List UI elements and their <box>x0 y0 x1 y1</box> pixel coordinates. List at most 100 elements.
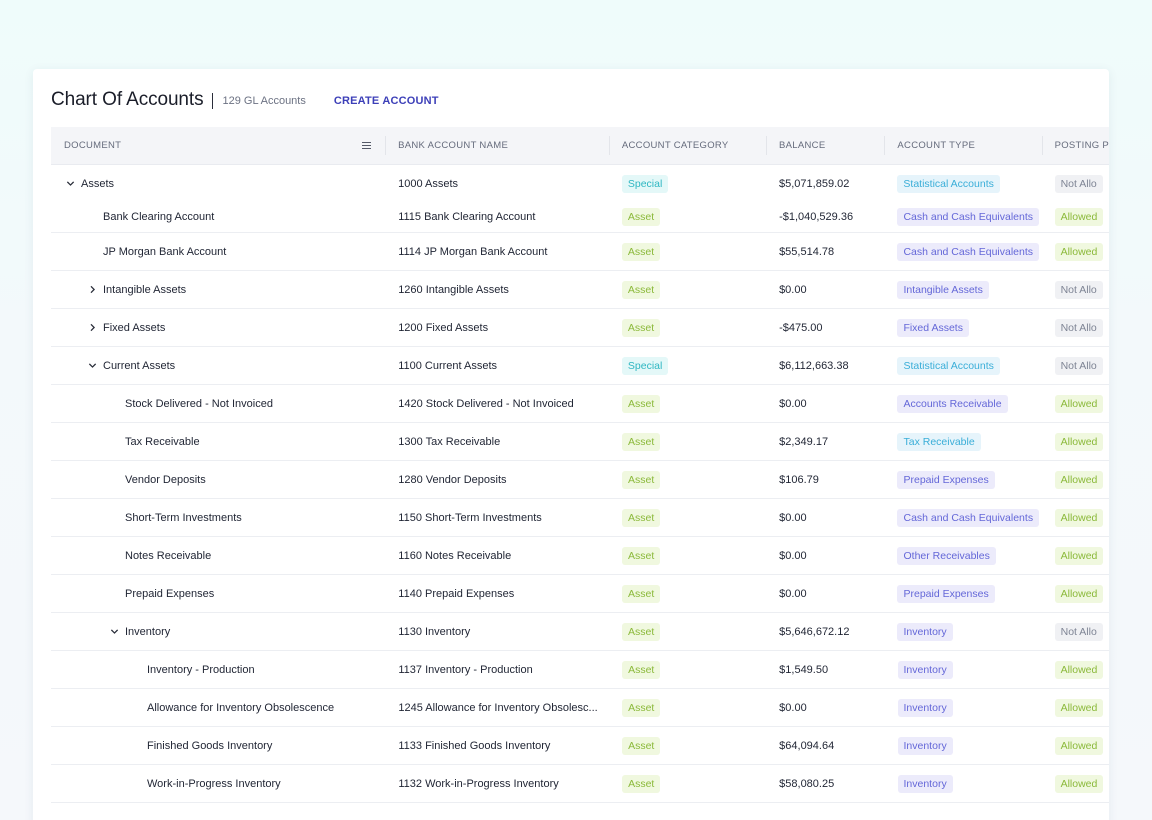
document-name: Intangible Assets <box>103 283 187 296</box>
column-header-posting[interactable]: POSTING P <box>1041 127 1109 164</box>
column-header-bank-account-name[interactable]: BANK ACCOUNT NAME <box>385 127 609 164</box>
cell-posting: Allowed <box>1042 461 1109 498</box>
balance-value: $5,646,672.12 <box>779 625 850 638</box>
cell-posting: Not Allo <box>1042 165 1109 202</box>
account-type-badge: Inventory <box>897 736 953 755</box>
account-type-badge: Statistical Accounts <box>897 356 1000 375</box>
document-name: Inventory - Production <box>147 663 255 676</box>
chevron-down-icon[interactable] <box>103 627 125 636</box>
card-header: Chart Of Accounts 129 GL Accounts CREATE… <box>51 69 1109 131</box>
cell-posting: Not Allo <box>1042 271 1109 308</box>
table-row[interactable]: Notes Receivable 1160 Notes Receivable Ass… <box>51 537 1109 575</box>
category-badge: Special <box>621 356 669 375</box>
document-name: Current Assets <box>103 359 176 372</box>
table-row[interactable]: Current Assets 1100 Current Assets Special… <box>51 347 1109 385</box>
cell-account-category: Asset <box>609 575 766 612</box>
account-type-badge: Cash and Cash Equivalents <box>897 242 1040 261</box>
posting-badge: Not Allo <box>1054 280 1103 299</box>
table-row[interactable]: Allowance for Inventory Obsolescence 1245… <box>51 689 1109 727</box>
cell-balance: $0.00 <box>766 537 884 574</box>
cell-balance: -$1,040,529.36 <box>766 202 884 232</box>
table-row[interactable]: Finished Goods Inventory 1133 Finished Go… <box>51 727 1109 765</box>
cell-bank-account-name: 1133 Finished Goods Inventory <box>385 727 609 764</box>
cell-balance: $0.00 <box>766 575 884 612</box>
account-type-badge: Cash and Cash Equivalents <box>897 508 1040 527</box>
posting-badge: Allowed <box>1054 470 1104 489</box>
table-row[interactable]: Stock Delivered - Not Invoiced 1420 Stock… <box>51 385 1109 423</box>
chevron-down-icon[interactable] <box>81 361 103 370</box>
cell-bank-account-name: 1420 Stock Delivered - Not Invoiced <box>385 385 609 422</box>
cell-balance: $64,094.64 <box>766 727 884 764</box>
cell-posting: Not Allo <box>1042 347 1109 384</box>
table-row[interactable]: Bank Clearing Account 1115 Bank Clearing … <box>51 202 1109 233</box>
cell-balance: $55,514.78 <box>766 233 884 270</box>
cell-account-type: Fixed Assets <box>884 309 1041 346</box>
chart-of-accounts-card: Chart Of Accounts 129 GL Accounts CREATE… <box>33 69 1109 820</box>
posting-badge: Allowed <box>1054 584 1104 603</box>
cell-posting: Allowed <box>1042 499 1109 536</box>
category-badge: Asset <box>622 508 661 527</box>
column-header-balance[interactable]: BALANCE <box>766 127 884 164</box>
table-row[interactable]: Intangible Assets 1260 Intangible Assets A… <box>51 271 1109 309</box>
cell-balance: $0.00 <box>766 385 884 422</box>
cell-document: Current Assets <box>51 347 385 384</box>
cell-account-type: Cash and Cash Equivalents <box>884 499 1041 536</box>
cell-document: Notes Receivable <box>51 537 385 574</box>
cell-posting: Allowed <box>1042 385 1109 422</box>
cell-account-type: Other Receivables <box>884 537 1041 574</box>
cell-posting: Allowed <box>1042 651 1109 688</box>
table-header: DOCUMENT BANK ACCOUNT NAME ACCOUNT CATEG… <box>51 127 1109 165</box>
cell-posting: Not Allo <box>1042 309 1109 346</box>
cell-document: Tax Receivable <box>51 423 385 460</box>
table-row[interactable]: JP Morgan Bank Account 1114 JP Morgan Ban… <box>51 233 1109 271</box>
column-menu-icon[interactable] <box>362 142 372 149</box>
table-row[interactable]: Prepaid Expenses 1140 Prepaid Expenses Ass… <box>51 575 1109 613</box>
column-header-document[interactable]: DOCUMENT <box>51 127 385 164</box>
cell-bank-account-name: 1280 Vendor Deposits <box>385 461 609 498</box>
account-type-badge: Inventory <box>897 622 953 641</box>
column-header-account-type[interactable]: ACCOUNT TYPE <box>884 127 1041 164</box>
cell-posting: Allowed <box>1042 765 1109 802</box>
cell-account-type: Cash and Cash Equivalents <box>884 202 1041 232</box>
bank-account-name: 1260 Intangible Assets <box>398 283 509 296</box>
chevron-right-icon[interactable] <box>81 285 103 294</box>
cell-account-category: Asset <box>609 461 766 498</box>
table-row[interactable]: Inventory 1130 Inventory Asset $5,646,672.1… <box>51 613 1109 651</box>
cell-account-category: Special <box>609 347 766 384</box>
cell-bank-account-name: 1200 Fixed Assets <box>385 309 609 346</box>
balance-value: $0.00 <box>779 587 807 600</box>
table-row[interactable]: Fixed Assets 1200 Fixed Assets Asset -$475.… <box>51 309 1109 347</box>
accounts-table: DOCUMENT BANK ACCOUNT NAME ACCOUNT CATEG… <box>51 127 1109 820</box>
cell-account-type: Prepaid Expenses <box>884 575 1041 612</box>
cell-account-category: Asset <box>609 765 766 802</box>
bank-account-name: 1137 Inventory - Production <box>398 663 533 676</box>
account-count: 129 GL Accounts <box>222 94 306 107</box>
column-header-account-category[interactable]: ACCOUNT CATEGORY <box>608 127 766 164</box>
chevron-down-icon[interactable] <box>59 179 81 188</box>
category-badge: Asset <box>622 394 661 413</box>
account-type-badge: Statistical Accounts <box>897 174 1000 193</box>
cell-account-type: Accounts Receivable <box>884 385 1041 422</box>
create-account-button[interactable]: CREATE ACCOUNT <box>333 94 439 107</box>
cell-document: Stock Delivered - Not Invoiced <box>51 385 385 422</box>
cell-balance: $0.00 <box>766 689 884 726</box>
balance-value: $106.79 <box>779 473 819 486</box>
chevron-right-icon[interactable] <box>81 323 103 332</box>
cell-document: Assets <box>51 165 385 202</box>
table-row[interactable]: Assets 1000 Assets Special $5,071,859.02 Sta… <box>51 165 1109 202</box>
document-name: Prepaid Expenses <box>125 587 215 600</box>
table-row[interactable]: Vendor Deposits 1280 Vendor Deposits Asset… <box>51 461 1109 499</box>
posting-badge: Not Allo <box>1054 356 1103 375</box>
title-divider <box>212 93 214 109</box>
table-row[interactable]: Work-in-Progress Inventory 1132 Work-in-P… <box>51 765 1109 803</box>
table-row[interactable]: Short-Term Investments 1150 Short-Term In… <box>51 499 1109 537</box>
table-row[interactable]: Tax Receivable 1300 Tax Receivable Asset $2… <box>51 423 1109 461</box>
category-badge: Special <box>621 174 669 193</box>
cell-document: Prepaid Expenses <box>51 575 385 612</box>
category-badge: Asset <box>622 584 661 603</box>
cell-account-category: Asset <box>609 613 766 650</box>
table-row[interactable]: Inventory - Production 1137 Inventory - P… <box>51 651 1109 689</box>
cell-document: Inventory <box>51 613 385 650</box>
cell-account-type: Inventory <box>885 727 1042 764</box>
account-type-badge: Tax Receivable <box>897 432 981 451</box>
